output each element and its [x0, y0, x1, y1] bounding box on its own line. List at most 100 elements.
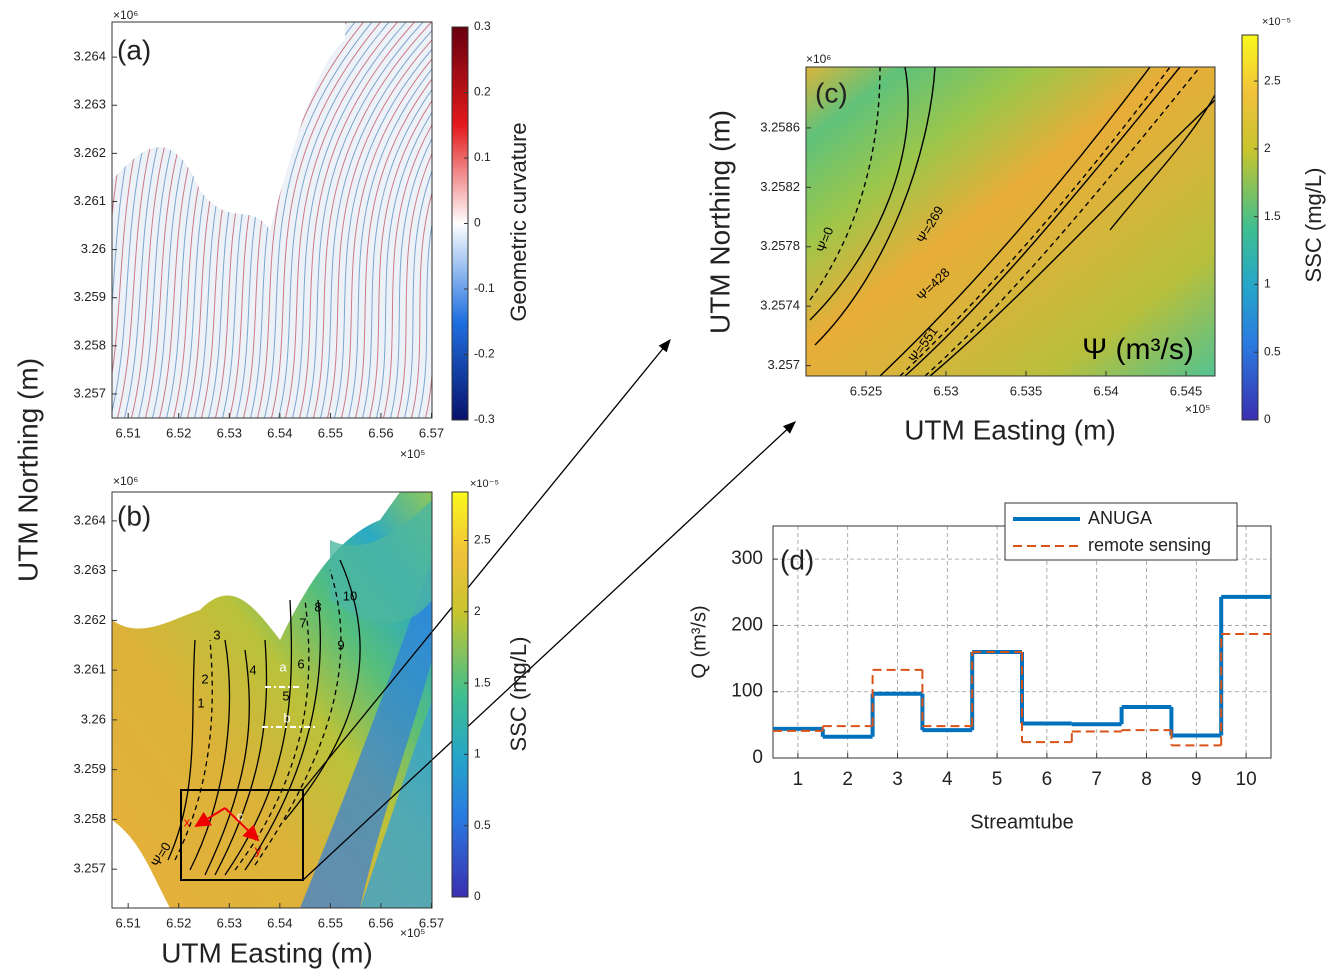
panel-label: (d)	[780, 544, 814, 575]
x-tick-label: 6.55	[318, 915, 343, 930]
y-axis-label: UTM Northing (m)	[704, 110, 735, 334]
y-tick-label: 3.262	[73, 612, 106, 627]
colorbar-label: Geometric curvature	[506, 122, 531, 321]
y-tick-label: 3.258	[73, 337, 106, 352]
x-tick-label: 6.54	[267, 425, 292, 440]
x-tick-label: 6.525	[850, 383, 883, 398]
y-tick-label: 3.262	[73, 145, 106, 160]
annotation: x	[184, 814, 191, 829]
map-imagery	[40, 22, 1215, 908]
annotation: 7	[299, 615, 306, 630]
y-tick-label: 3.257	[73, 861, 106, 876]
annotation: 4	[249, 662, 256, 677]
y-exponent: ×10⁶	[113, 474, 138, 488]
x-tick-label: 4	[942, 769, 953, 790]
legend-label: ANUGA	[1088, 508, 1152, 528]
y-tick-label: 3.26	[81, 711, 106, 726]
annotation: 5	[282, 688, 289, 703]
annotation: a	[279, 659, 287, 674]
x-tick-label: 6.51	[116, 915, 141, 930]
colorbar-tick-label: 1.5	[1264, 209, 1281, 223]
x-tick-label: 6.545	[1170, 383, 1203, 398]
x-tick-label: 5	[992, 769, 1003, 790]
x-exponent: ×10⁵	[400, 447, 425, 461]
x-tick-label: 6	[1042, 769, 1053, 790]
curvature-line	[47, 22, 109, 420]
y-tick-label: 3.2582	[760, 179, 800, 194]
y-tick-label: 300	[731, 548, 763, 569]
colorbar-exponent: ×10⁻⁵	[470, 478, 499, 490]
x-tick-label: 7	[1091, 769, 1102, 790]
y-tick-label: 3.264	[73, 49, 106, 64]
panel-label: (c)	[815, 77, 848, 108]
y-tick-label: 3.257	[767, 357, 800, 372]
y-tick-label: 3.263	[73, 562, 106, 577]
colorbar	[1242, 35, 1258, 420]
figure: 6.516.526.536.546.556.566.573.2573.2583.…	[0, 0, 1336, 974]
map-c-background	[806, 67, 1215, 376]
x-exponent: ×10⁵	[400, 926, 425, 940]
x-axis-label: Streamtube	[970, 811, 1073, 833]
x-tick-label: 6.535	[1010, 383, 1043, 398]
colorbar-tick-label: 0.5	[474, 818, 491, 832]
y-tick-label: 3.2586	[760, 119, 800, 134]
curvature-line	[54, 22, 117, 420]
annotation: 6	[297, 656, 304, 671]
legend-label: remote sensing	[1088, 535, 1211, 555]
x-tick-label: 1	[793, 769, 804, 790]
x-tick-label: 8	[1141, 769, 1152, 790]
x-tick-label: 6.56	[368, 915, 393, 930]
y-tick-label: 3.261	[73, 193, 106, 208]
panel-label: (b)	[117, 500, 151, 531]
y-tick-label: 3.257	[73, 385, 106, 400]
colorbar-tick-label: 0.2	[474, 85, 491, 99]
curvature-line	[425, 22, 568, 420]
colorbar-tick-label: 0	[474, 889, 481, 903]
colorbar	[452, 492, 468, 897]
colorbar-label: SSC (mg/L)	[506, 637, 531, 752]
colorbar-tick-label: 0	[1264, 412, 1271, 426]
annotation: b	[283, 710, 290, 725]
annotation: 2	[201, 671, 208, 686]
x-tick-label: 6.54	[1093, 383, 1118, 398]
y-tick-label: 3.2574	[760, 298, 800, 313]
colorbar-tick-label: 0.5	[1264, 344, 1281, 358]
x-tick-label: 6.52	[166, 915, 191, 930]
y-axis-label: UTM Northing (m)	[12, 358, 43, 582]
x-tick-label: 6.53	[933, 383, 958, 398]
y-axis-label: Q (m³/s)	[688, 605, 710, 678]
x-tick-label: 2	[842, 769, 853, 790]
page: 6.516.526.536.546.556.566.573.2573.2583.…	[0, 0, 1336, 979]
colorbar-tick-label: 0	[474, 216, 481, 230]
x-tick-label: 9	[1191, 769, 1202, 790]
colorbar-tick-label: 2	[474, 604, 481, 618]
annotation: c	[237, 808, 244, 823]
colorbar-tick-label: 2.5	[1264, 73, 1281, 87]
x-exponent: ×10⁵	[1185, 402, 1210, 416]
colorbar-tick-label: 0.3	[474, 19, 491, 33]
x-tick-label: 10	[1236, 769, 1257, 790]
colorbar-tick-label: 1	[474, 747, 481, 761]
annotation: y	[255, 842, 262, 857]
x-tick-label: 3	[892, 769, 903, 790]
y-tick-label: 100	[731, 681, 763, 702]
colorbar-tick-label: 1	[1264, 277, 1271, 291]
x-tick-label: 6.54	[267, 915, 292, 930]
y-tick-label: 3.26	[81, 241, 106, 256]
panel-label: (a)	[117, 34, 151, 65]
colorbar-exponent: ×10⁻⁵	[1262, 16, 1291, 28]
y-tick-label: 3.263	[73, 97, 106, 112]
y-tick-label: 3.258	[73, 811, 106, 826]
annotation: 9	[337, 637, 344, 652]
colorbar-tick-label: -0.1	[474, 281, 495, 295]
annotation: 1	[197, 695, 204, 710]
y-exponent: ×10⁶	[806, 52, 831, 66]
x-tick-label: 6.52	[166, 425, 191, 440]
annotation: 8	[314, 599, 321, 614]
x-axis-label: UTM Easting (m)	[904, 414, 1116, 445]
y-tick-label: 3.259	[73, 761, 106, 776]
y-exponent: ×10⁶	[113, 8, 138, 22]
colorbar-tick-label: -0.3	[474, 412, 495, 426]
colorbar-tick-label: 2	[1264, 141, 1271, 155]
annotation: 10	[343, 588, 357, 603]
